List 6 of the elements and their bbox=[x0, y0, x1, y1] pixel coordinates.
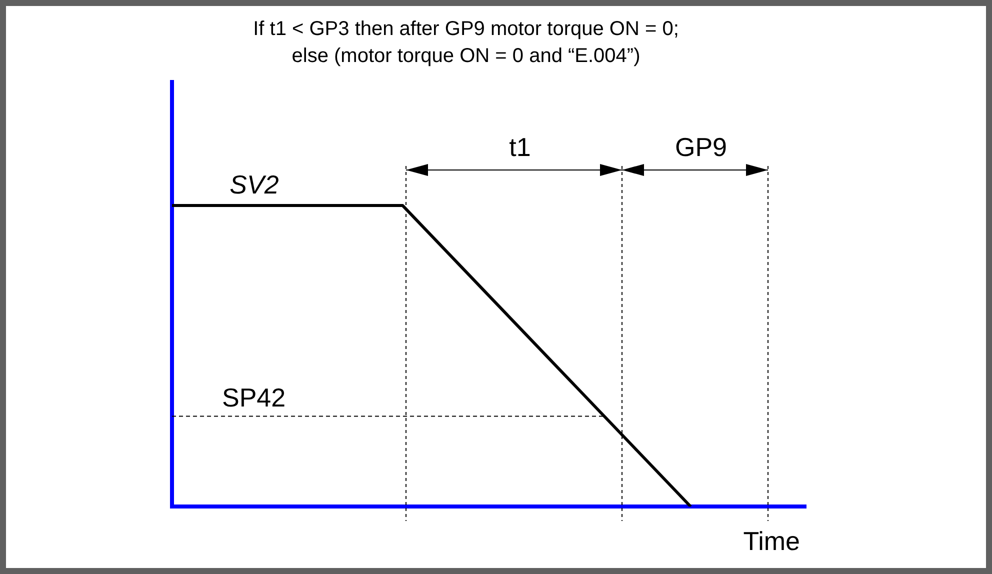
text: t1 bbox=[509, 132, 531, 163]
text: GP9 bbox=[674, 132, 728, 163]
chart-title: If t1 < GP3 then after GP9 motor torque ON = 0; else (motor torque ON = 0 and “E.004”) bbox=[252, 17, 680, 69]
ref-line-label: SP42 bbox=[222, 382, 286, 412]
x-axis-title: Time bbox=[743, 526, 800, 557]
series-label: SV2 bbox=[230, 170, 280, 200]
